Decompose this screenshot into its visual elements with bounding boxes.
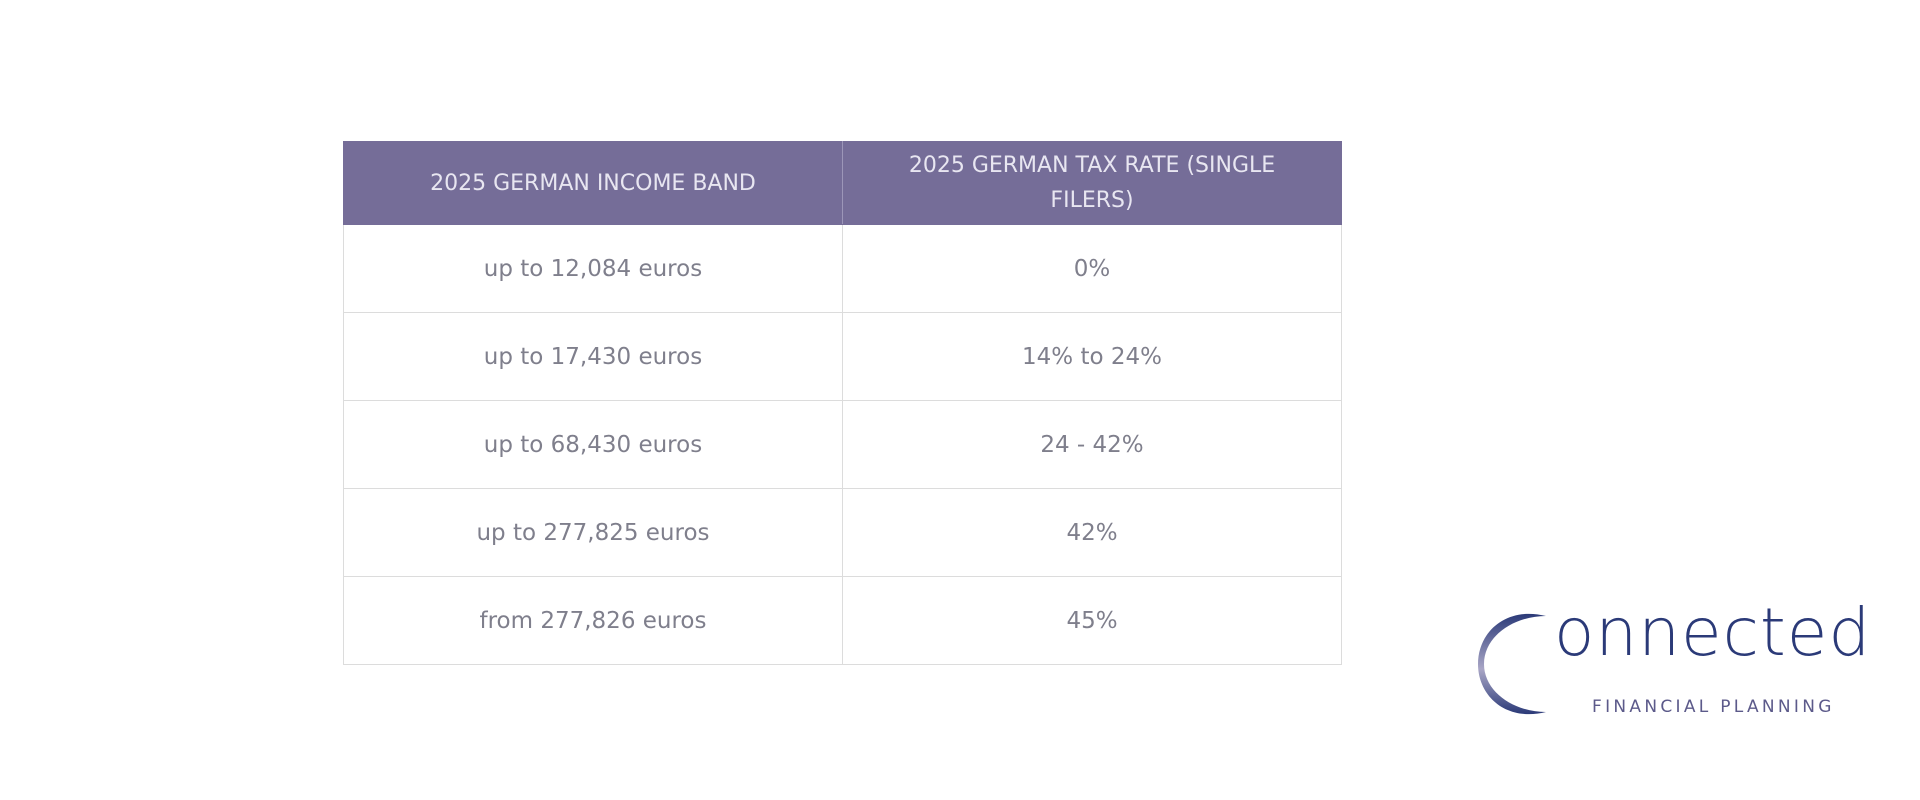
tax-rate-cell: 0% — [842, 224, 1342, 313]
table-row: up to 68,430 euros 24 - 42% — [343, 400, 1342, 489]
income-band-cell: from 277,826 euros — [343, 576, 843, 665]
tax-rate-table: 2025 GERMAN INCOME BAND 2025 GERMAN TAX … — [343, 141, 1342, 665]
logo-wordmark: onnected — [1554, 594, 1872, 671]
table-row: up to 277,825 euros 42% — [343, 488, 1342, 577]
company-logo: onnected FINANCIAL PLANNING — [1476, 600, 1870, 724]
income-band-cell: up to 68,430 euros — [343, 400, 843, 489]
tax-rate-cell: 24 - 42% — [842, 400, 1342, 489]
tax-rate-cell: 14% to 24% — [842, 312, 1342, 401]
header-income-band: 2025 GERMAN INCOME BAND — [343, 141, 843, 225]
header-tax-rate: 2025 GERMAN TAX RATE (SINGLE FILERS) — [842, 141, 1342, 225]
tax-rate-cell: 42% — [842, 488, 1342, 577]
table-row: up to 12,084 euros 0% — [343, 224, 1342, 313]
income-band-cell: up to 17,430 euros — [343, 312, 843, 401]
income-band-cell: up to 277,825 euros — [343, 488, 843, 577]
table-row: from 277,826 euros 45% — [343, 576, 1342, 665]
logo-tagline: FINANCIAL PLANNING — [1592, 697, 1835, 717]
table-row: up to 17,430 euros 14% to 24% — [343, 312, 1342, 401]
table-header-row: 2025 GERMAN INCOME BAND 2025 GERMAN TAX … — [343, 141, 1342, 225]
tax-rate-cell: 45% — [842, 576, 1342, 665]
income-band-cell: up to 12,084 euros — [343, 224, 843, 313]
